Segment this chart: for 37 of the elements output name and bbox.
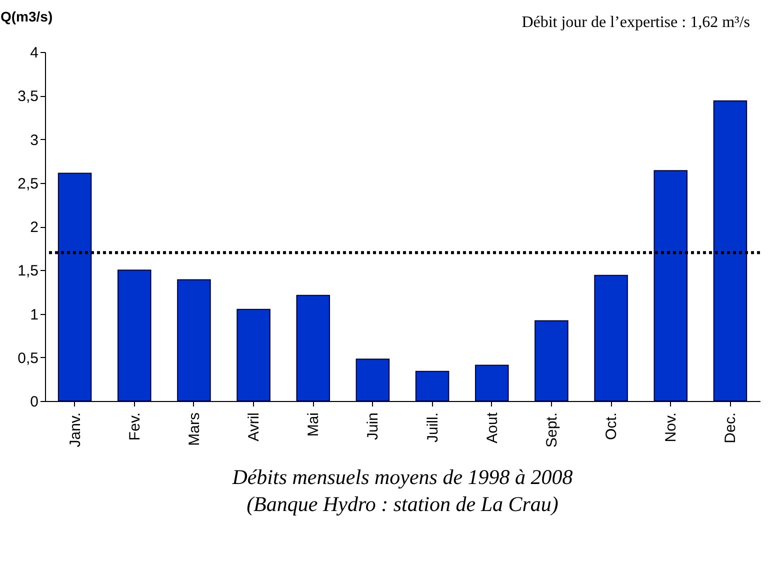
bar	[594, 274, 628, 402]
y-tick-label: 2	[30, 219, 38, 236]
x-tick-label: Janv.	[66, 412, 84, 448]
x-tick-label: Juin	[364, 412, 382, 440]
y-tick-label: 0,5	[18, 350, 38, 367]
bar	[654, 170, 688, 402]
text: Débit jour de l’expertise : 1,62 m³/s	[522, 14, 750, 31]
text: Débits mensuels moyens de 1998 à 2008	[231, 465, 574, 490]
y-tick-label: 1,5	[18, 262, 38, 280]
y-tick-label: 3	[30, 132, 38, 149]
y-tick-label: 4	[30, 44, 38, 62]
x-tick-label: Juill.	[424, 412, 442, 443]
text: (Banque Hydro : station de La Crau)	[246, 492, 558, 516]
bar	[177, 279, 211, 402]
bar	[58, 172, 92, 402]
bar	[236, 308, 270, 402]
y-axis-title: Q(m3/s)	[0, 8, 53, 24]
x-tick-label: Avril	[246, 412, 263, 442]
bar	[713, 100, 748, 402]
x-tick-label: Oct.	[603, 412, 620, 440]
x-tick-label: Dec.	[722, 412, 740, 444]
bar	[117, 270, 152, 402]
bar	[415, 370, 450, 402]
x-tick-label: Nov.	[662, 412, 680, 442]
x-tick-label: Fev.	[126, 412, 144, 441]
x-tick-label: Mai	[305, 412, 322, 437]
bar	[356, 358, 390, 402]
y-tick-label: 2,5	[18, 175, 38, 192]
x-tick-label: Mars	[186, 412, 203, 446]
bar	[534, 320, 568, 402]
y-tick-label: 0	[30, 394, 38, 410]
bar	[296, 294, 330, 402]
x-tick-label: Sept.	[543, 412, 560, 448]
x-tick-label: Aout	[484, 412, 501, 444]
bar	[474, 364, 509, 402]
y-tick-label: 1	[30, 306, 38, 324]
y-tick-label: 3,5	[18, 88, 38, 106]
